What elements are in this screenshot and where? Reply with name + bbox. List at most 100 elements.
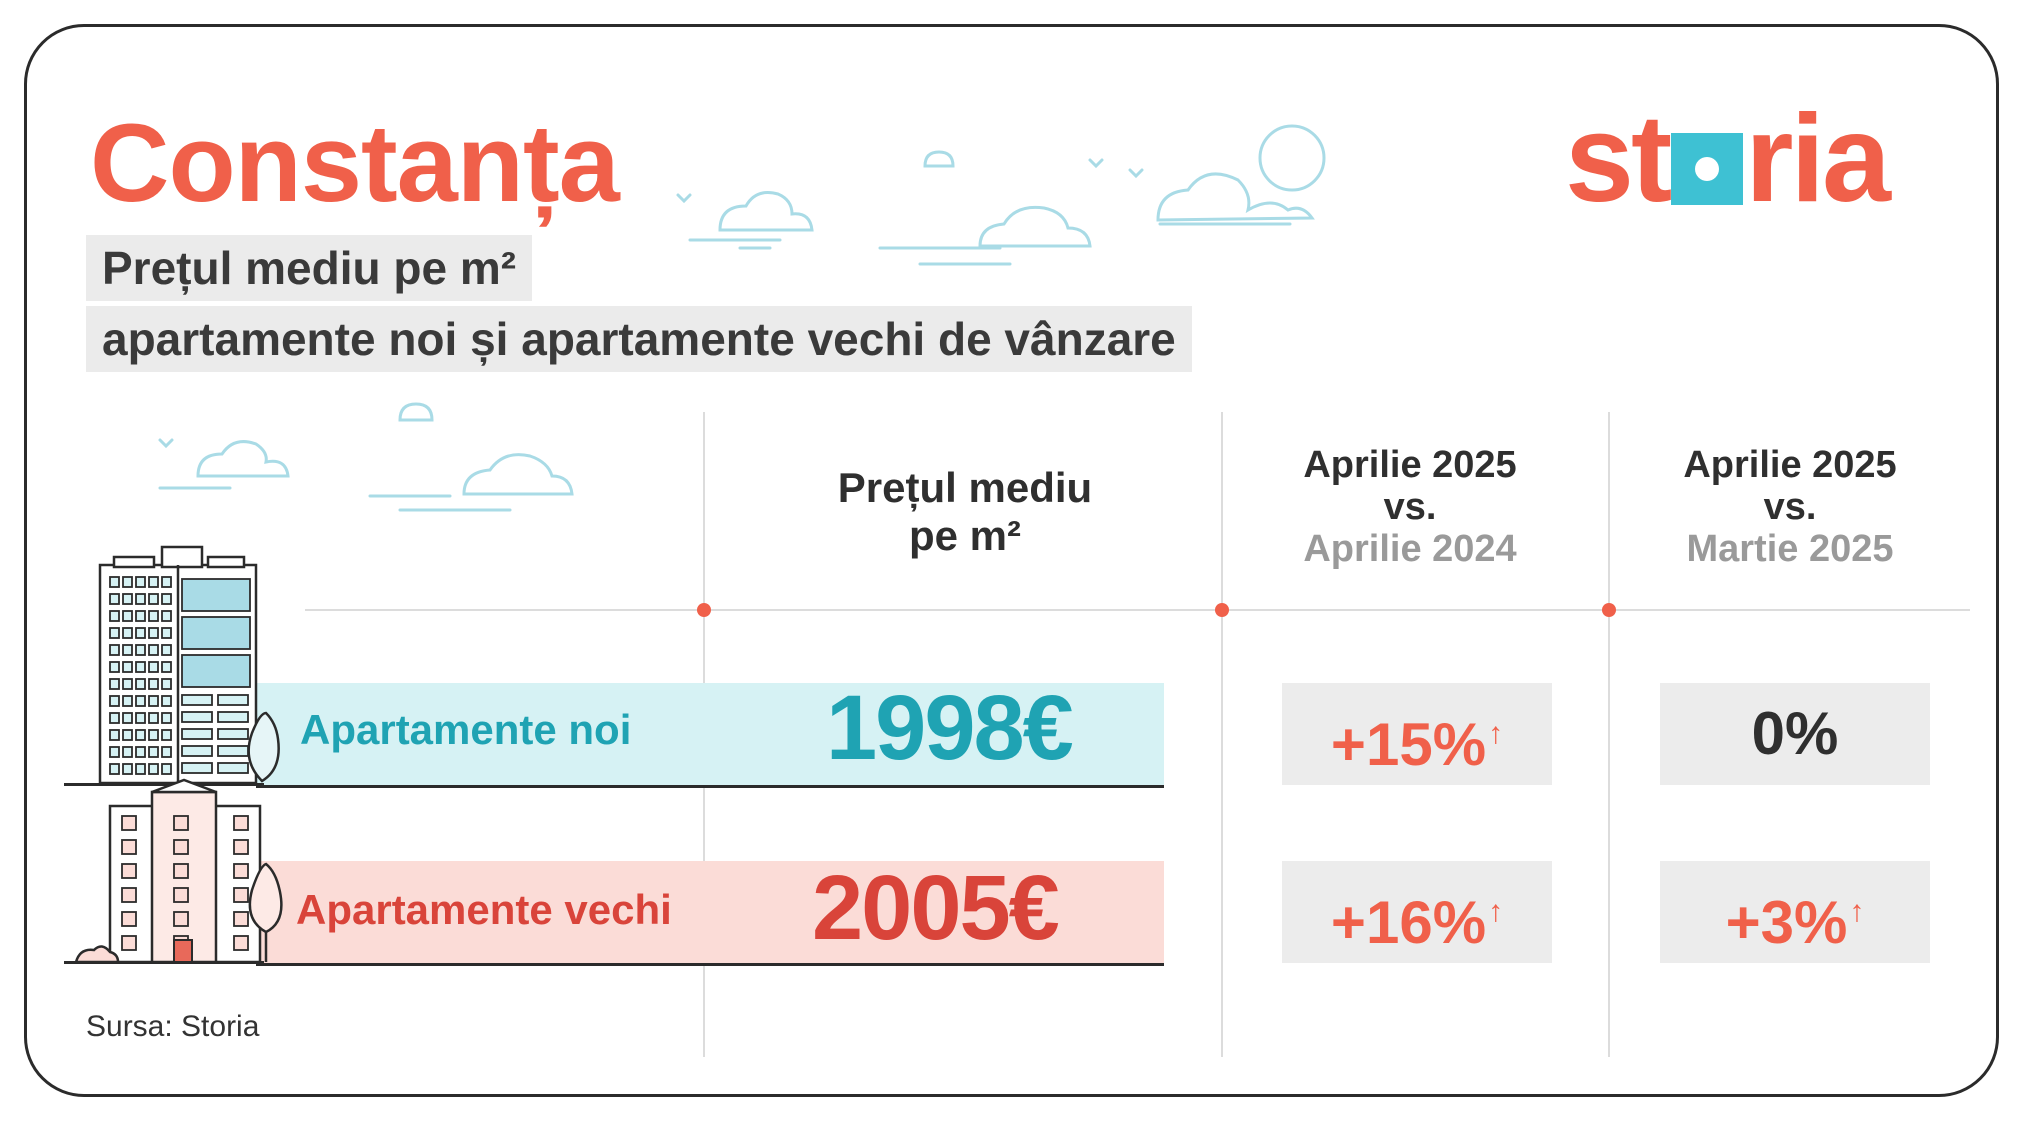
column-header-yoy-line1: Aprilie 2025 [1303, 444, 1517, 486]
building-window [161, 576, 172, 588]
building-window [181, 711, 213, 723]
building-window [233, 815, 249, 831]
building-window [233, 935, 249, 951]
separator-dot-1 [697, 603, 711, 617]
building-window [161, 763, 172, 775]
building-window [109, 576, 120, 588]
column-header-yoy-line2: vs. [1383, 486, 1437, 528]
separator-dot-2 [1215, 603, 1229, 617]
cloud-cluster-left-icon [158, 402, 574, 512]
building-window [122, 610, 133, 622]
building-window [122, 627, 133, 639]
trend-up-icon: ↑ [1488, 895, 1504, 928]
old-building-icon [74, 778, 283, 964]
building-window [148, 644, 159, 656]
building-window [121, 911, 137, 927]
building-window [148, 729, 159, 741]
building-window [122, 678, 133, 690]
new-building-icon [98, 545, 280, 785]
building-window [109, 678, 120, 690]
building-window [233, 911, 249, 927]
building-window [135, 627, 146, 639]
building-window [148, 610, 159, 622]
building-window [121, 815, 137, 831]
yoy-change-old-value: +16% [1330, 889, 1487, 956]
building-window [173, 887, 189, 903]
building-window [148, 627, 159, 639]
yoy-change-old: +16%↑ [1282, 861, 1552, 963]
yoy-change-new: +15%↑ [1282, 683, 1552, 785]
building-window [173, 839, 189, 855]
city-title: Constanța [90, 102, 620, 225]
building-window [161, 678, 172, 690]
building-window [217, 745, 249, 757]
building-window [161, 729, 172, 741]
building-window [217, 711, 249, 723]
source-note: Sursa: Storia [86, 1010, 260, 1043]
cloud-cluster-top-icon [676, 124, 1326, 266]
mom-change-new: 0% [1660, 683, 1930, 785]
building-window [173, 911, 189, 927]
column-divider-2 [1221, 412, 1223, 1057]
building-window [161, 627, 172, 639]
building-window [148, 746, 159, 758]
building-window [135, 729, 146, 741]
building-window [173, 863, 189, 879]
building-window [122, 695, 133, 707]
column-header-yoy-line3: Aprilie 2024 [1303, 528, 1517, 570]
building-window [122, 729, 133, 741]
building-window [122, 746, 133, 758]
column-header-price: Prețul mediu pe m² [780, 464, 1150, 560]
price-new: 1998€ [826, 677, 1074, 779]
building-window [161, 712, 172, 724]
logo-text-start: st [1565, 90, 1672, 228]
column-header-mom-line1: Aprilie 2025 [1683, 444, 1897, 486]
building-window [121, 935, 137, 951]
building-window [181, 745, 213, 757]
mom-change-old-value: +3% [1725, 889, 1848, 956]
building-window [135, 576, 146, 588]
building-window [121, 839, 137, 855]
storia-logo: st ria [1565, 88, 1891, 230]
building-window [148, 763, 159, 775]
building-window [122, 763, 133, 775]
logo-text-end: ria [1745, 90, 1891, 228]
building-window [148, 661, 159, 673]
mom-change-old: +3%↑ [1660, 861, 1930, 963]
building-window [148, 593, 159, 605]
building-window [135, 763, 146, 775]
building-window [109, 661, 120, 673]
row-band-new [256, 683, 1164, 788]
building-window [161, 746, 172, 758]
subtitle-line-2: apartamente noi și apartamente vechi de … [86, 306, 1192, 372]
building-window [135, 610, 146, 622]
row-label-new: Apartamente noi [300, 706, 632, 753]
building-window [109, 610, 120, 622]
building-window [148, 678, 159, 690]
building-window [109, 695, 120, 707]
building-window [135, 593, 146, 605]
building-window [181, 728, 213, 740]
column-header-mom-line3: Martie 2025 [1686, 528, 1894, 570]
price-old: 2005€ [812, 857, 1060, 959]
building-window [135, 678, 146, 690]
trend-up-icon: ↑ [1488, 717, 1504, 750]
building-window [109, 729, 120, 741]
column-header-yoy: Aprilie 2025 vs. Aprilie 2024 [1240, 444, 1580, 570]
building-window [122, 661, 133, 673]
column-header-price-line2: pe m² [908, 512, 1021, 559]
building-window [109, 627, 120, 639]
building-window [135, 661, 146, 673]
building-window [161, 610, 172, 622]
ground-line-new [64, 783, 264, 786]
separator-dot-3 [1602, 603, 1616, 617]
building-window [217, 762, 249, 774]
header-separator [305, 609, 1970, 611]
storia-square-logo-icon [1671, 133, 1744, 205]
building-window [109, 644, 120, 656]
mom-change-new-value: 0% [1751, 700, 1839, 767]
building-window [161, 695, 172, 707]
building-window [109, 712, 120, 724]
building-window [148, 712, 159, 724]
building-window [161, 644, 172, 656]
